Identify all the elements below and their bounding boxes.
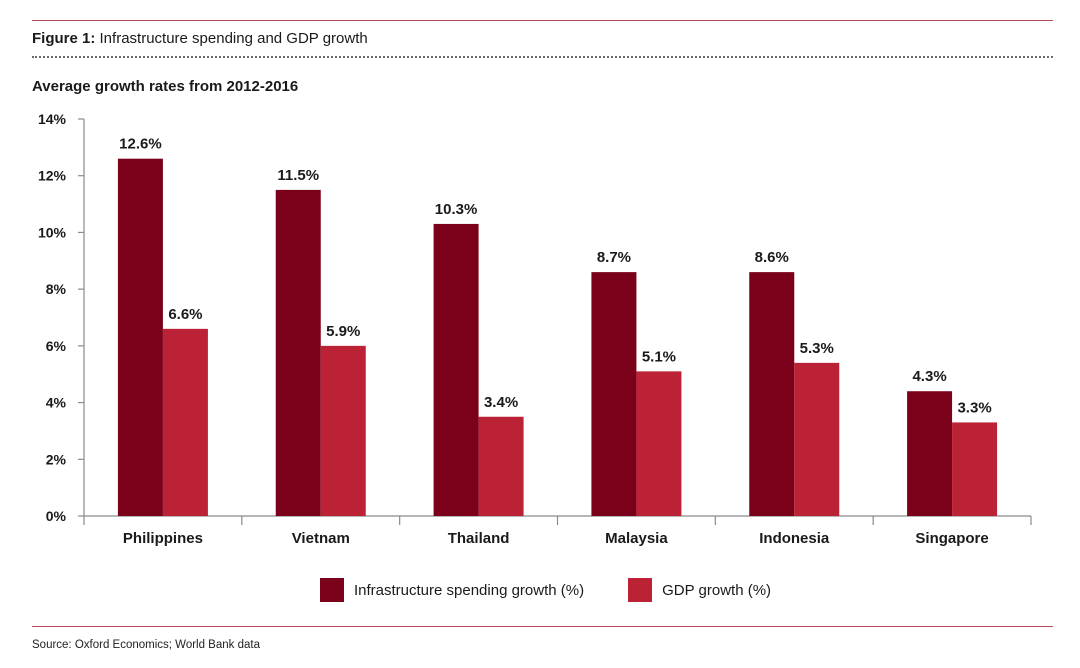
bar-gdp [478,416,524,516]
y-tick-label: 4% [46,395,67,411]
x-category-label: Philippines [123,530,203,547]
legend-label-infrastructure: Infrastructure spending growth (%) [354,581,585,599]
y-tick-label: 0% [46,508,67,524]
data-label: 11.5% [277,167,319,184]
chart-subtitle: Average growth rates from 2012-2016 [32,78,299,95]
x-category-label: Singapore [915,530,988,547]
bar-gdp [794,362,840,516]
legend-swatch-gdp [628,578,653,602]
y-tick-label: 10% [38,224,67,240]
bar-infrastructure [591,272,637,516]
data-label: 3.3% [957,399,991,416]
top-rule [32,20,1053,21]
bar-infrastructure [749,272,795,516]
data-label: 5.9% [326,323,360,340]
data-label: 5.3% [800,340,834,357]
data-label: 6.6% [168,306,202,323]
source-note: Source: Oxford Economics; World Bank dat… [32,639,260,651]
data-label: 3.4% [484,394,518,411]
legend-label-gdp: GDP growth (%) [662,581,772,599]
figure-title: Figure 1: Infrastructure spending and GD… [32,30,368,47]
legend-item-gdp: GDP growth (%) [628,578,771,602]
data-label: 5.1% [642,348,676,365]
y-tick-label: 2% [46,451,67,467]
legend-item-infrastructure: Infrastructure spending growth (%) [320,578,584,602]
bar-gdp [952,422,998,516]
data-label: 8.6% [755,249,789,266]
y-tick-label: 14% [38,111,67,127]
bar-gdp [162,328,208,516]
bar-gdp [636,371,682,516]
x-category-label: Indonesia [759,530,830,547]
legend: Infrastructure spending growth (%) GDP g… [320,578,815,602]
x-category-label: Vietnam [292,530,350,547]
figure-title-text: Infrastructure spending and GDP growth [99,30,368,47]
x-category-label: Thailand [448,530,510,547]
dotted-divider [32,56,1053,58]
figure-label: Figure 1: [32,30,96,47]
y-tick-label: 12% [38,168,67,184]
bar-infrastructure [117,158,163,516]
bar-gdp [320,345,366,516]
y-tick-label: 6% [46,338,67,354]
legend-swatch-infrastructure [320,578,344,602]
data-label: 12.6% [119,136,162,153]
bar-infrastructure [275,189,321,516]
y-tick-label: 8% [46,281,67,297]
bar-infrastructure [433,223,479,516]
data-label: 8.7% [597,249,631,266]
bottom-rule [32,626,1053,627]
data-label: 10.3% [435,201,478,218]
x-category-label: Malaysia [605,530,668,547]
data-label: 4.3% [912,368,946,385]
bar-infrastructure [907,391,953,516]
